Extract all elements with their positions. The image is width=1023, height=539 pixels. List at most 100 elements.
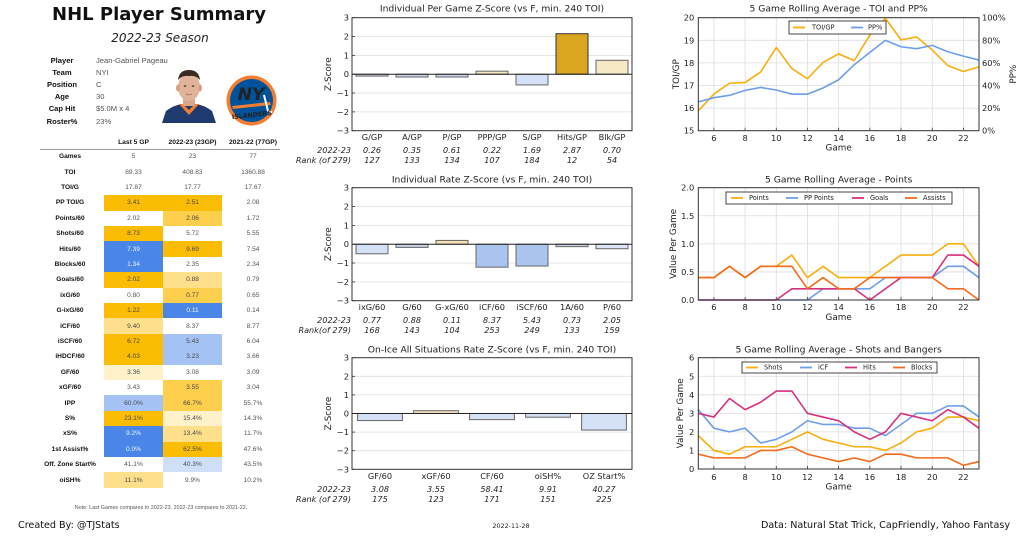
stat-value-2022-23-23gp: 0.88 (163, 272, 222, 288)
series-line-icf (697, 405, 980, 444)
bar-icf-60 (475, 243, 509, 268)
stat-value-2022-23-23gp: 3.08 (186, 368, 199, 376)
bar-oz-start (581, 413, 627, 431)
stat-2022-23-value: 0.26 (363, 145, 381, 155)
stat-value-last-5-gp: 17.87 (125, 183, 142, 191)
stat-value-last-5-gp: 2.02 (104, 272, 163, 288)
stats-row-toi: TOI 89.33 408.83 1360.88 (0, 164, 300, 179)
stat-label: Shots/60 (56, 230, 84, 238)
stat-2022-23-value: 2.05 (603, 315, 621, 325)
stat-value-2021-22-77gp: 77 (249, 153, 257, 161)
logo-wordmark: ISLANDERS (232, 110, 273, 121)
y-tick-label: −3 (337, 296, 349, 306)
chart-legend: Shots iCF Hits Blocks (741, 361, 938, 374)
y-tick-label: 17 (684, 81, 695, 91)
stat-label: TOI (64, 168, 76, 176)
stat-label: iCF/60 (60, 322, 80, 330)
stat-value-2021-22-77gp: 55.7% (243, 399, 263, 407)
stats-row-blocks-60: Blocks/60 1.34 2.35 2.34 (0, 256, 300, 273)
x-tick-label: ixG/60 (359, 302, 386, 312)
row-label-rank-of-279: Rank (of 279) (296, 494, 351, 504)
stat-value-last-5-gp: 7.39 (104, 241, 163, 257)
plot-frame (697, 187, 980, 301)
bar-iscf-60 (515, 243, 549, 267)
y-tick-label: 2.0 (681, 183, 694, 193)
y-tick-label: −2 (337, 277, 349, 287)
stat-label: xS% (63, 430, 77, 438)
stat-rank-of-279-value: 134 (444, 155, 459, 165)
y-tick-label: 1.0 (681, 239, 694, 249)
stat-value-2021-22-77gp: 2.34 (246, 260, 260, 268)
stat-rank-of-279-value: 168 (364, 325, 379, 335)
stat-value-last-5-gp: 11.1% (104, 472, 163, 488)
stat-rank-of-279-value: 175 (372, 494, 387, 504)
stat-value-2021-22-77gp: 3.04 (246, 384, 260, 392)
info-label: Age (54, 92, 70, 101)
y-right-tick-label: 20% (982, 103, 1001, 113)
x-tick-label: 22 (958, 133, 969, 143)
y-tick-label: 4 (689, 390, 694, 400)
x-tick-label: 16 (865, 133, 876, 143)
column-header-2021-22: 2021-22 (77GP) (229, 138, 277, 146)
chart-title: Individual Per Game Z-Score (vs F, min. … (380, 4, 604, 15)
y-axis-label: Value Per Game (676, 378, 686, 448)
y-tick-label: −3 (337, 126, 349, 136)
info-value: NYI (96, 67, 109, 77)
chart-title: On-Ice All Situations Rate Z-Score (vs F… (368, 345, 616, 356)
plot-frame (697, 17, 980, 132)
stat-rank-of-279-value: 171 (484, 494, 499, 504)
legend-label: Hits (863, 364, 876, 372)
info-label: Cap Hit (48, 104, 76, 113)
stat-value-last-5-gp: 5 (131, 153, 136, 161)
stat-value-last-5-gp: 23.1% (104, 410, 163, 427)
x-tick-label: G/60 (402, 302, 422, 312)
x-tick-label: G/GP (362, 132, 382, 142)
stat-value-last-5-gp: 89.33 (125, 168, 142, 176)
stat-value-2021-22-77gp: 0.79 (246, 276, 260, 284)
stat-value-2022-23-23gp: 3.55 (163, 380, 222, 396)
stat-rank-of-279-value: 54 (607, 155, 617, 165)
series-line-assists (698, 265, 980, 301)
stats-row-games: Games 5 23 77 (0, 149, 300, 164)
stat-value-last-5-gp: 1.34 (104, 256, 163, 273)
stat-value-last-5-gp: 1.22 (104, 303, 163, 319)
y-right-axis-label: PP% (1009, 65, 1019, 84)
stat-label: Games (59, 153, 81, 161)
x-tick-label: 12 (802, 302, 813, 312)
stat-value-2021-22-77gp: 11.7% (243, 430, 263, 438)
stat-value-2022-23-23gp: 66.7% (163, 395, 222, 411)
y-tick-label: −2 (337, 446, 349, 456)
y-axis-label: Z-Score (324, 397, 334, 431)
bar-cf-60 (469, 413, 515, 421)
stat-rank-of-279-value: 159 (604, 325, 619, 335)
y-tick-label: −1 (337, 427, 349, 437)
legend-label: Points (749, 194, 769, 202)
stat-rank-of-279-value: 225 (596, 494, 611, 504)
info-row-roster-pct: Roster% 23% (0, 117, 160, 127)
stats-row-points-60: Points/60 2.02 2.06 1.72 (0, 210, 300, 226)
x-tick-label: 16 (865, 472, 876, 482)
info-label: Player (50, 55, 74, 65)
plot-frame (351, 187, 633, 302)
stat-rank-of-279-value: 184 (524, 155, 539, 165)
y-tick-label: −3 (337, 464, 349, 474)
stats-row-icf-60: iCF/60 9.40 8.37 8.77 (0, 318, 300, 334)
page-title: NHL Player Summary (52, 4, 266, 25)
y-tick-label: 1 (689, 445, 694, 455)
stat-2022-23-value: 8.37 (483, 315, 502, 325)
x-tick-label: S/GP (522, 132, 541, 142)
line-chart-rolling-toi-pp: 6 8 10 12 14 16 18 20 22 15 16 17 18 19 20 0% 20% 40% 60% 8… (672, 4, 1019, 154)
x-tick-label: 8 (742, 472, 747, 482)
season-subtitle: 2022-23 Season (111, 31, 209, 45)
stat-value-2021-22-77gp: 0.65 (246, 291, 260, 299)
y-tick-label: −1 (337, 258, 349, 268)
stats-row-ipp: IPP 60.0% 66.7% 55.7% (0, 395, 300, 411)
stat-label: ixG/60 (60, 291, 80, 299)
stat-label: oiSH% (59, 476, 81, 484)
x-tick-label: 12 (802, 472, 813, 482)
stats-row-xgf-60: xGF/60 3.43 3.55 3.04 (0, 380, 300, 396)
x-tick-label: 6 (711, 472, 716, 482)
